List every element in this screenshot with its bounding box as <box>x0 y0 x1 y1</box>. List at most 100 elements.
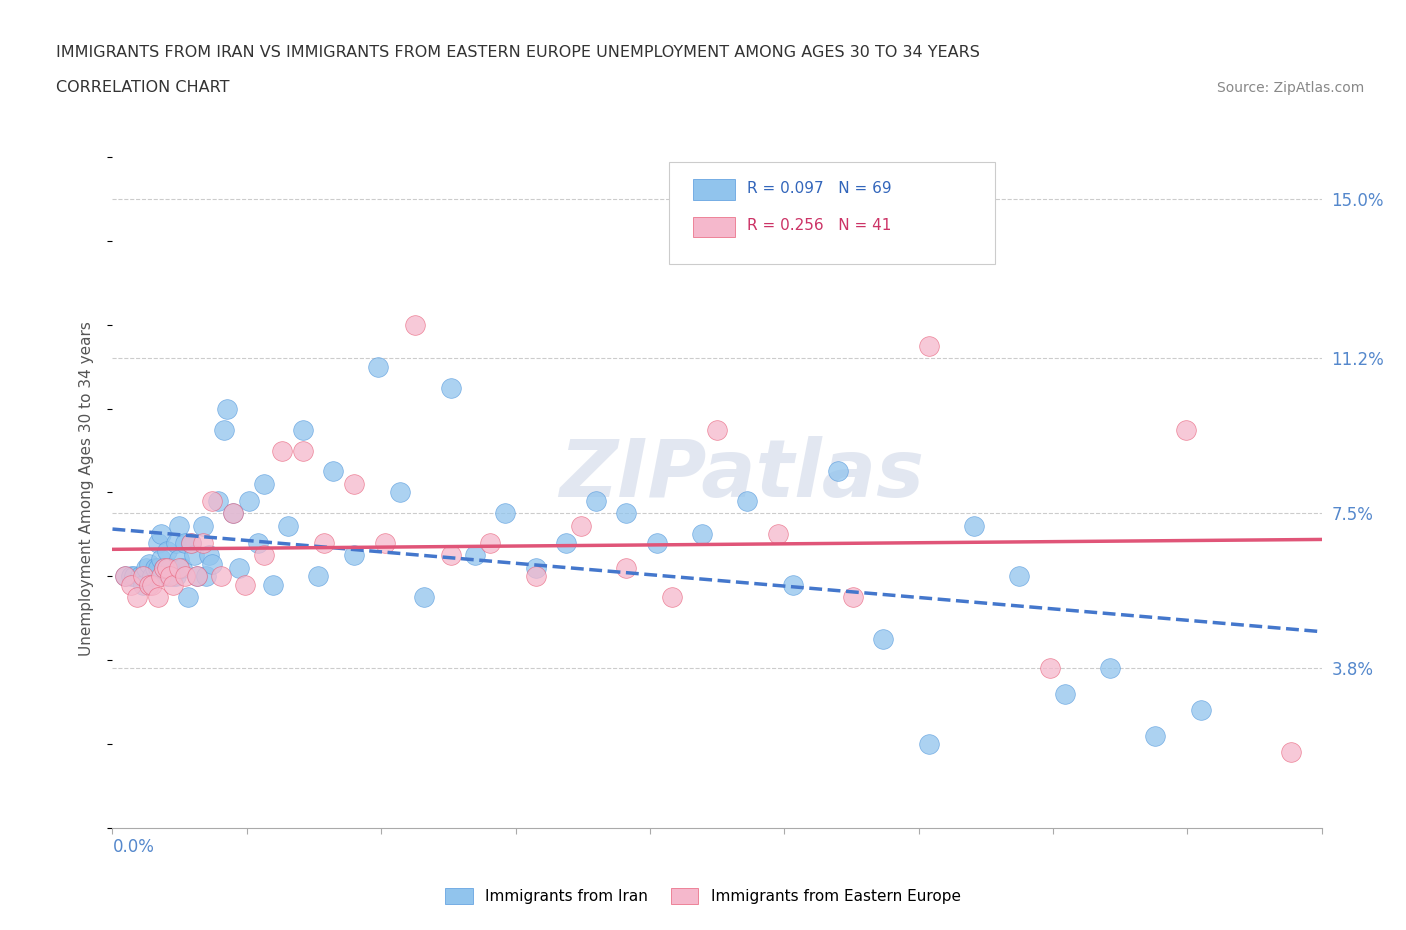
Point <box>201 556 224 571</box>
Point <box>209 569 232 584</box>
Point <box>1038 661 1062 676</box>
Point <box>291 422 314 437</box>
Point <box>128 569 150 584</box>
Point <box>524 561 547 576</box>
Point <box>343 476 366 491</box>
Point <box>159 561 181 576</box>
Point <box>141 569 163 584</box>
Point <box>186 569 208 584</box>
Point <box>174 569 197 584</box>
Point <box>766 527 789 542</box>
Point <box>159 569 181 584</box>
Point <box>149 569 172 584</box>
Point <box>153 561 176 576</box>
Point <box>191 536 214 551</box>
Point <box>153 561 176 576</box>
Point <box>1174 422 1197 437</box>
Point <box>253 548 276 563</box>
Point <box>585 494 607 509</box>
Point <box>569 519 592 534</box>
Text: CORRELATION CHART: CORRELATION CHART <box>56 80 229 95</box>
Point <box>253 476 276 491</box>
Point <box>162 569 184 584</box>
Point <box>217 401 239 416</box>
Point <box>201 494 224 509</box>
Point <box>222 506 245 521</box>
Point <box>1098 661 1121 676</box>
Text: 0.0%: 0.0% <box>112 838 155 856</box>
Point <box>191 519 214 534</box>
Point <box>207 494 229 509</box>
Point <box>214 422 236 437</box>
Legend: Immigrants from Iran, Immigrants from Eastern Europe: Immigrants from Iran, Immigrants from Ea… <box>436 879 970 913</box>
Point <box>195 569 218 584</box>
Point <box>246 536 269 551</box>
Point <box>706 422 728 437</box>
Point <box>440 380 463 395</box>
Point <box>495 506 517 521</box>
Point <box>1008 569 1031 584</box>
Point <box>322 464 344 479</box>
Point <box>661 590 683 604</box>
Point <box>143 561 166 576</box>
Point <box>1053 686 1076 701</box>
Point <box>235 578 257 592</box>
Point <box>167 561 190 576</box>
Point <box>404 317 426 332</box>
Point <box>367 359 389 374</box>
Point <box>262 578 284 592</box>
Point <box>1189 703 1212 718</box>
Point <box>146 561 169 576</box>
Point <box>165 536 187 551</box>
Point <box>616 561 638 576</box>
Point <box>198 548 221 563</box>
Point <box>156 569 179 584</box>
Y-axis label: Unemployment Among Ages 30 to 34 years: Unemployment Among Ages 30 to 34 years <box>79 321 94 656</box>
Point <box>120 578 142 592</box>
Point <box>180 536 202 551</box>
Point <box>180 536 202 551</box>
Point <box>872 631 894 646</box>
Point <box>307 569 329 584</box>
Point <box>228 561 250 576</box>
Point <box>238 494 260 509</box>
Point <box>1144 728 1167 743</box>
Point <box>374 536 396 551</box>
Point <box>842 590 865 604</box>
Point <box>120 569 142 584</box>
Point <box>138 578 160 592</box>
Point <box>616 506 638 521</box>
Point <box>174 536 197 551</box>
Point <box>183 548 205 563</box>
Point <box>162 578 184 592</box>
Point <box>122 569 145 584</box>
Point <box>167 519 190 534</box>
Point <box>135 561 157 576</box>
FancyBboxPatch shape <box>693 217 735 237</box>
Point <box>554 536 576 551</box>
Point <box>114 569 136 584</box>
Text: R = 0.097   N = 69: R = 0.097 N = 69 <box>748 180 891 195</box>
Point <box>690 527 713 542</box>
Point <box>782 578 804 592</box>
FancyBboxPatch shape <box>693 179 735 200</box>
Point <box>146 536 169 551</box>
Point <box>412 590 434 604</box>
Point <box>1279 745 1302 760</box>
Point <box>479 536 502 551</box>
Point <box>440 548 463 563</box>
Point <box>277 519 299 534</box>
Point <box>125 590 148 604</box>
Point <box>132 578 155 592</box>
Point <box>146 590 169 604</box>
Point <box>186 569 208 584</box>
Point <box>270 443 292 458</box>
Point <box>149 527 172 542</box>
Point <box>156 561 179 576</box>
Text: Source: ZipAtlas.com: Source: ZipAtlas.com <box>1216 81 1364 95</box>
Point <box>343 548 366 563</box>
Point <box>156 544 179 559</box>
Point <box>524 569 547 584</box>
Point <box>963 519 986 534</box>
Point <box>464 548 486 563</box>
